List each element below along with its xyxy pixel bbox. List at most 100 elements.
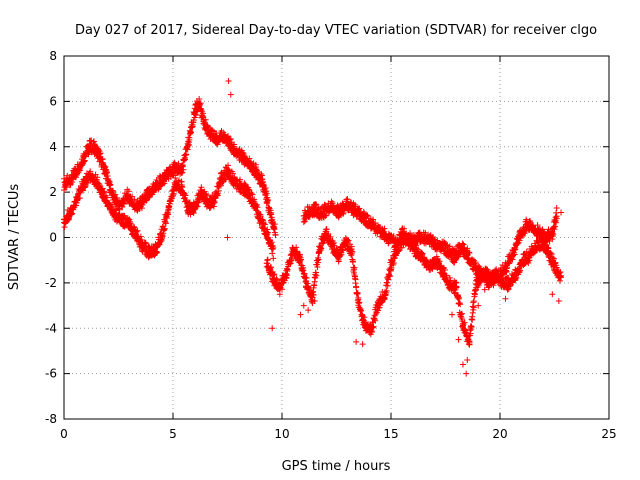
grid-lines (64, 56, 609, 419)
data-point (253, 167, 260, 174)
data-point (300, 267, 307, 274)
data-point (443, 242, 450, 249)
data-point (455, 295, 462, 302)
data-point (185, 142, 192, 149)
data-point (183, 151, 190, 158)
data-point (456, 300, 463, 307)
data-point (386, 273, 393, 280)
data-point (558, 209, 565, 216)
data-point (359, 341, 366, 348)
data-point (210, 203, 217, 210)
data-point (282, 271, 289, 278)
data-point (270, 225, 277, 232)
data-point (349, 248, 356, 255)
data-point (310, 291, 317, 298)
data-point (469, 309, 476, 316)
data-point (481, 286, 488, 293)
data-point (186, 134, 193, 141)
data-point (381, 225, 388, 232)
y-tick-label: -4 (45, 321, 57, 335)
data-point (470, 298, 477, 305)
data-point (99, 156, 106, 163)
data-point (314, 259, 321, 266)
data-point (467, 330, 474, 337)
data-point (264, 260, 271, 267)
data-point (335, 257, 342, 264)
data-point (227, 91, 234, 98)
data-point (348, 252, 355, 259)
x-tick-label: 10 (274, 427, 289, 441)
data-point (162, 219, 169, 226)
data-point (344, 195, 351, 202)
data-point (331, 242, 338, 249)
data-point (187, 129, 194, 136)
data-point (503, 268, 510, 275)
data-point (548, 251, 555, 258)
y-tick-label: 6 (49, 94, 57, 108)
data-point (376, 304, 383, 311)
data-point (106, 182, 113, 189)
data-point (301, 218, 308, 225)
data-point (486, 283, 493, 290)
data-point (65, 216, 72, 223)
data-point (82, 183, 89, 190)
data-point (142, 240, 149, 247)
data-point (198, 184, 205, 191)
data-point (388, 266, 394, 273)
data-point (184, 146, 191, 153)
data-point (459, 361, 466, 368)
x-tick-label: 15 (383, 427, 398, 441)
data-point (323, 226, 330, 233)
data-point (356, 299, 363, 306)
data-point (155, 186, 162, 193)
data-point (288, 256, 295, 263)
data-point (353, 283, 360, 290)
data-point (222, 176, 229, 183)
data-point (368, 329, 375, 336)
data-point (364, 212, 371, 219)
data-point (511, 251, 518, 258)
data-point (137, 233, 144, 240)
data-point (464, 357, 471, 364)
data-point (263, 190, 270, 197)
data-point (558, 274, 565, 281)
data-point (311, 298, 318, 305)
data-point (159, 233, 166, 240)
data-point (385, 240, 392, 247)
data-point (298, 256, 305, 263)
data-point (461, 319, 468, 326)
data-point (504, 264, 511, 271)
data-point (63, 184, 70, 191)
data-point (317, 247, 324, 254)
data-point (161, 180, 168, 187)
data-point (61, 224, 68, 231)
data-point (415, 246, 422, 253)
data-point (237, 176, 244, 183)
data-point (204, 122, 211, 129)
data-point (462, 326, 469, 333)
data-point (161, 225, 168, 232)
data-point (94, 174, 101, 181)
data-point (526, 257, 533, 264)
data-point (315, 256, 322, 263)
data-point (351, 272, 358, 279)
data-point (521, 230, 528, 237)
data-point (472, 259, 479, 266)
data-point (338, 251, 345, 258)
data-point (355, 300, 362, 307)
data-point (268, 264, 275, 271)
data-point (269, 246, 276, 253)
y-tick-label: -6 (45, 367, 57, 381)
data-point (138, 205, 145, 212)
data-point (81, 184, 88, 191)
data-point (294, 248, 301, 255)
data-point (271, 272, 278, 279)
data-point (202, 116, 209, 123)
data-point (107, 181, 114, 188)
data-point (195, 199, 202, 206)
data-point (356, 205, 363, 212)
data-point (264, 256, 271, 263)
data-point (512, 246, 519, 253)
data-point (470, 304, 477, 311)
data-point (550, 231, 557, 238)
